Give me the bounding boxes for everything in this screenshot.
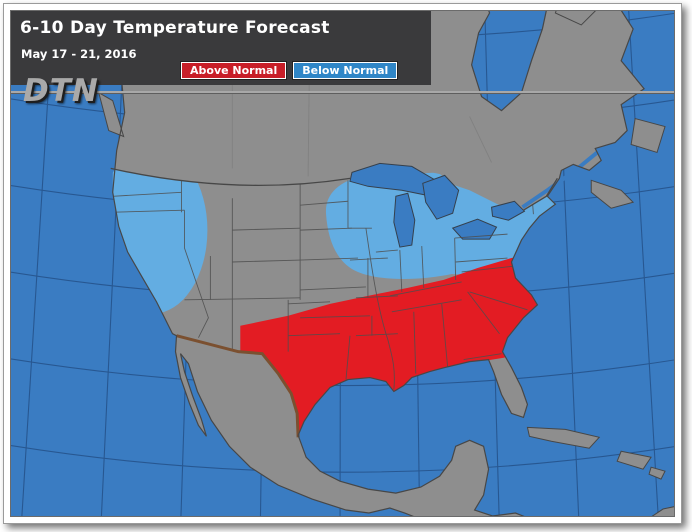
islands: [97, 11, 674, 516]
legend-below-normal: Below Normal: [293, 62, 398, 79]
legend-above-normal: Above Normal: [181, 62, 287, 79]
framed-image: 6-10 Day Temperature Forecast May 17 - 2…: [3, 3, 682, 524]
country-borders: [110, 167, 558, 438]
header-divider: [11, 91, 674, 94]
great-lakes: [349, 162, 526, 248]
lake-huron: [422, 174, 460, 220]
forecast-date-range: May 17 - 21, 2016: [21, 47, 137, 61]
dtn-logo: DTN: [23, 73, 99, 109]
vancouver-island: [97, 91, 125, 138]
cuba: [526, 426, 601, 449]
newfoundland: [630, 117, 666, 154]
st-lawrence-river: [521, 150, 599, 209]
us-mexico-border: [176, 334, 300, 438]
lake-ontario: [491, 200, 526, 221]
legend: Above Normal Below Normal: [181, 62, 398, 79]
us-canada-border-east: [523, 177, 558, 211]
forecast-map: [11, 11, 674, 516]
south-america-corner: [651, 506, 674, 516]
above-normal-region-south: [240, 252, 562, 436]
coastline: [112, 11, 645, 516]
puerto-rico: [648, 466, 666, 480]
hispaniola: [616, 450, 652, 470]
lake-michigan: [393, 192, 416, 248]
nova-scotia: [590, 179, 635, 209]
us-canada-border: [110, 167, 351, 186]
state-borders: [112, 170, 552, 390]
page-title: 6-10 Day Temperature Forecast: [20, 18, 330, 38]
map-stage: 6-10 Day Temperature Forecast May 17 - 2…: [10, 10, 675, 517]
arctic-island: [554, 11, 596, 26]
